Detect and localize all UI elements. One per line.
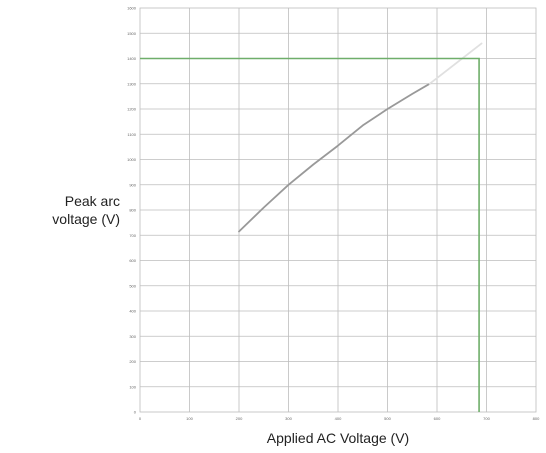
x-tick-label: 0 [139,416,142,421]
series-line-1 [238,82,431,233]
y-tick-label: 500 [129,283,136,288]
y-tick-label: 1100 [127,132,136,137]
y-tick-label: 300 [129,334,136,339]
x-axis-label: Applied AC Voltage (V) [266,430,410,446]
y-tick-label: 1300 [127,81,137,86]
x-tick-label: 700 [483,416,490,421]
y-tick-label: 1600 [127,6,137,11]
annotation-guides [140,57,480,412]
y-axis-label-line1: Peak arc [64,193,120,209]
y-axis-label: Peak arc voltage (V) [20,192,120,228]
x-tick-label: 800 [533,416,540,421]
y-tick-label: 600 [129,258,136,263]
x-tick-label: 600 [434,416,441,421]
x-tick-label: 100 [186,416,193,421]
y-tick-label: 700 [129,233,136,238]
x-tick-label: 500 [384,416,391,421]
y-tick-label: 1200 [127,107,137,112]
tick-labels: 0 100 200 300 400 500 600 700 800 0 100 200 300 400 50… [127,6,540,422]
x-tick-label: 200 [236,416,243,421]
x-tick-label: 300 [285,416,292,421]
y-tick-label: 900 [129,182,136,187]
data-lines [238,42,483,233]
series-line-2 [428,42,483,85]
y-axis-label-line2: voltage (V) [52,211,120,227]
y-tick-label: 0 [134,410,137,415]
y-tick-label: 800 [129,208,136,213]
major-grid [139,7,537,413]
y-tick-label: 1500 [127,31,137,36]
y-tick-label: 400 [129,309,136,314]
y-tick-label: 1000 [127,157,137,162]
x-tick-label: 400 [335,416,342,421]
guide-line [140,57,480,412]
y-tick-label: 200 [129,359,136,364]
y-tick-label: 1400 [127,56,137,61]
y-tick-label: 100 [129,384,136,389]
